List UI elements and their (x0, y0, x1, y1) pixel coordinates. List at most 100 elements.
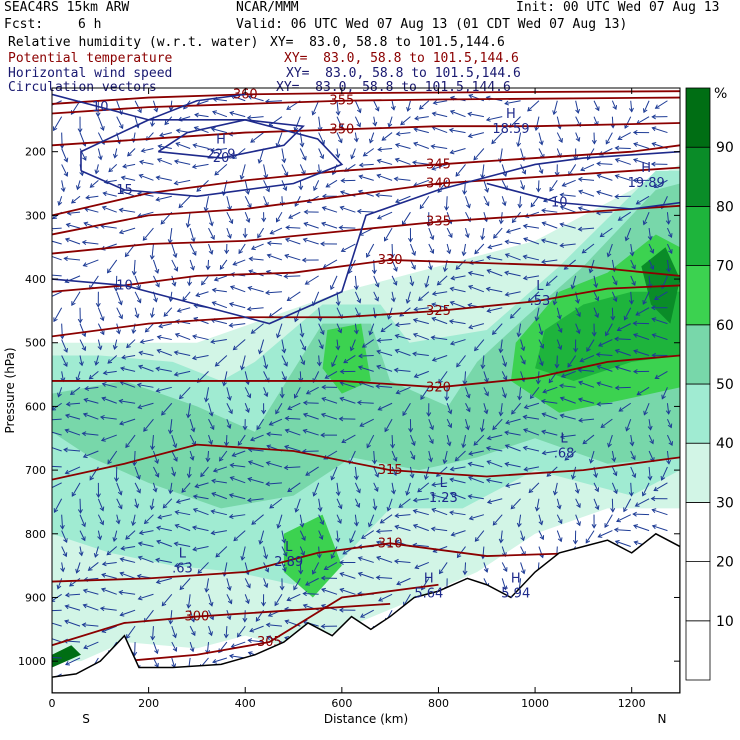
wind-vector-head (229, 285, 235, 290)
colorbar-swatch (685, 383, 711, 444)
wind-vector (339, 226, 356, 229)
wind-vector (189, 227, 195, 242)
wind-vector (152, 482, 157, 492)
wind-vector (630, 482, 633, 496)
wind-vector-head (448, 319, 454, 325)
wind-vector (394, 560, 411, 563)
wind-vector (162, 498, 173, 509)
wind-vector (102, 561, 117, 565)
wind-vector-head (158, 323, 164, 329)
wind-vector-head (136, 474, 141, 480)
wind-vector (519, 196, 522, 208)
wind-vector (511, 402, 521, 415)
wind-vector (318, 530, 323, 540)
wind-vector-head (529, 394, 535, 400)
wind-vector-head (320, 623, 326, 629)
wind-vector (270, 227, 283, 234)
wind-vector-head (424, 283, 430, 289)
wind-vector (648, 434, 654, 444)
wind-vector-head (628, 299, 634, 305)
wind-vector-head (498, 219, 504, 225)
wind-vector (611, 307, 614, 320)
wind-vector-head (356, 298, 362, 304)
wind-vector-head (395, 198, 400, 204)
wind-vector-head (374, 106, 380, 112)
wind-vector (414, 307, 429, 311)
wind-vector (351, 148, 356, 159)
wind-vector-head (632, 320, 638, 326)
wind-vector-head (77, 128, 83, 133)
wind-vector (394, 178, 411, 181)
wind-vector-head (594, 505, 600, 511)
wind-vector (414, 128, 429, 134)
wind-vector-head (431, 357, 437, 362)
wind-vector-head (156, 334, 162, 340)
x-tick-label: 0 (49, 697, 56, 710)
wind-vector-head (284, 237, 290, 243)
wind-vector (378, 593, 393, 602)
wind-vector (306, 386, 319, 395)
wind-vector (648, 419, 652, 430)
wind-vector (134, 100, 142, 113)
wind-vector (597, 402, 613, 405)
wind-vector-head (97, 155, 103, 161)
wind-vector (156, 577, 172, 584)
wind-vector (244, 578, 251, 588)
wind-vector (225, 626, 228, 638)
wind-vector (615, 386, 631, 389)
wind-vector-head (264, 567, 270, 573)
wind-vector-head (521, 359, 526, 365)
wind-vector (611, 482, 618, 494)
wind-vector (354, 116, 361, 127)
wind-vector (491, 132, 503, 144)
wind-vector (611, 450, 615, 462)
wind-vector-head (64, 428, 70, 434)
wind-vector (391, 100, 395, 110)
wind-vector-head (384, 236, 389, 242)
wind-vector (294, 116, 301, 132)
wind-vector-head (63, 447, 68, 453)
wind-vector-head (175, 142, 181, 147)
wind-vector (438, 371, 448, 384)
wind-vector-head (598, 151, 604, 156)
wind-vector (157, 336, 172, 341)
wind-vector-head (64, 592, 70, 598)
wind-vector (295, 498, 301, 513)
wind-vector (79, 148, 87, 161)
wind-vector-head (139, 339, 145, 345)
wind-vector-head (173, 159, 179, 165)
wind-vector-head (405, 490, 411, 496)
wind-vector (138, 556, 154, 563)
wind-vector-head (125, 634, 131, 639)
wind-vector (120, 367, 136, 372)
wind-vector-head (190, 427, 196, 433)
wind-vector-head (516, 332, 522, 338)
wind-vector (321, 588, 338, 595)
wind-vector-head (575, 329, 581, 335)
wind-vector (483, 371, 488, 383)
wind-vector (593, 307, 599, 318)
wind-vector (213, 98, 227, 102)
wind-vector-head (298, 185, 304, 191)
wind-vector-head (486, 308, 492, 313)
wind-vector-head (100, 437, 106, 442)
wind-vector (575, 323, 580, 334)
theta-contour-350 (52, 122, 680, 147)
wind-vector (363, 148, 375, 157)
wind-vector-head (247, 651, 253, 656)
wind-vector-head (140, 148, 146, 153)
wind-vector-head (366, 443, 371, 449)
wind-vector-head (302, 155, 307, 161)
wind-vector (468, 285, 485, 293)
wind-vector (305, 466, 319, 476)
wind-vector (395, 334, 411, 341)
wind-vector (433, 100, 448, 104)
y-tick-label: 800 (25, 528, 46, 541)
wind-vector-head (156, 539, 162, 545)
wind-vector-head (400, 120, 405, 126)
wind-vector-head (428, 457, 433, 463)
wind-contour-label: 10 (551, 196, 568, 211)
wind-vector (432, 355, 448, 361)
wind-vector (101, 573, 117, 579)
wind-vector-head (63, 362, 68, 368)
